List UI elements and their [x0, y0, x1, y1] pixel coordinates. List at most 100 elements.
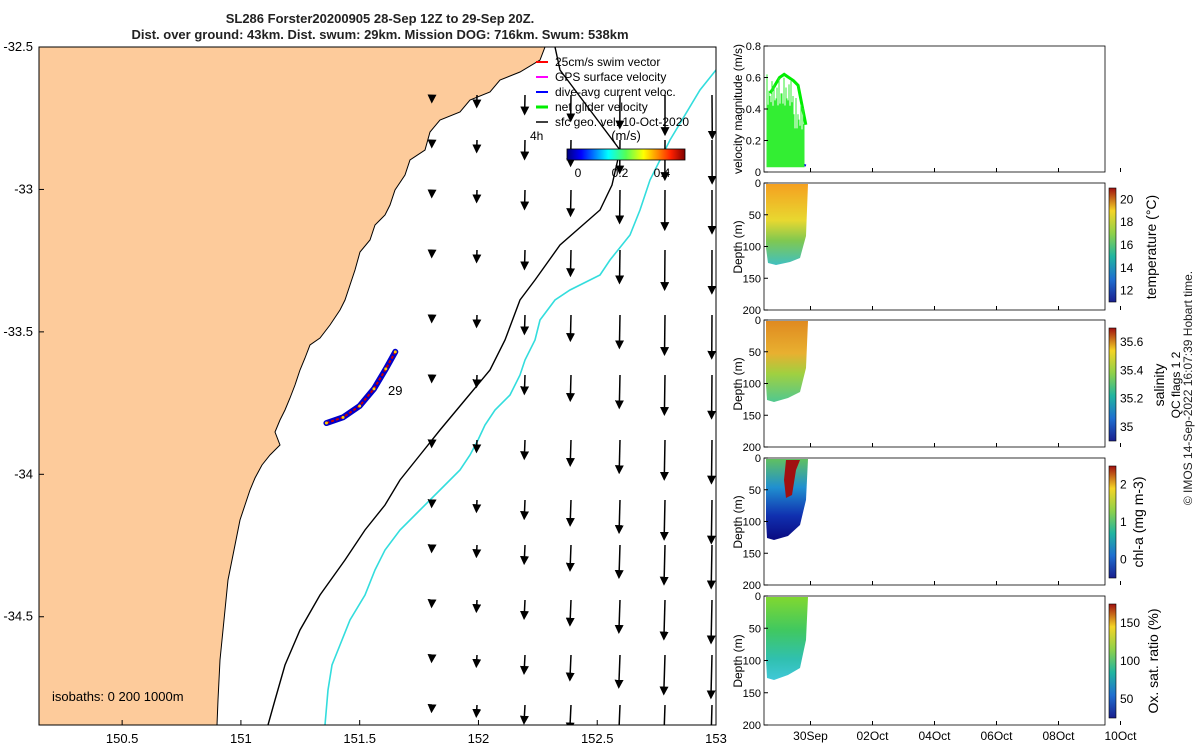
- geo-velocity-arrow: [565, 499, 575, 527]
- geo-velocity-arrow: [565, 654, 575, 682]
- geo-velocity-arrow: [614, 654, 624, 689]
- geo-velocity-arrow: [659, 599, 669, 641]
- geo-velocity-arrow: [565, 374, 575, 403]
- velocity-tick-label: 0.2: [746, 136, 761, 148]
- chla-colorbar: [1108, 465, 1117, 579]
- salinity-ticks: 0 50 100 150 200: [743, 315, 768, 454]
- legend-net: net glider velocity: [555, 100, 648, 114]
- velocity-ticks: 0 0.2 0.4 0.6 0.8: [746, 41, 768, 179]
- temperature-colorbar-ticks: 12 14 16 18 20: [1120, 192, 1134, 297]
- time-tick-label: 10Oct: [1104, 729, 1137, 743]
- track-point: [341, 415, 345, 419]
- map-ticks: -32.5 -33 -33.5 -34 -34.5 150.5 151 151.5 152 152…: [3, 39, 726, 746]
- isobath-1000m: [324, 69, 716, 725]
- oxygen-colorbar: [1108, 603, 1117, 719]
- geo-velocity-arrow: [519, 654, 529, 675]
- map-ytick-label: -34: [14, 466, 33, 481]
- map-xtick-label: 150.5: [106, 731, 139, 746]
- time-tick-label: 04Oct: [918, 729, 951, 743]
- cbar-tick-label: 20: [1120, 192, 1134, 206]
- salinity-axes: [763, 319, 1106, 448]
- geo-velocity-arrow: [520, 314, 530, 336]
- cbar-tick-label: 35.6: [1120, 335, 1144, 349]
- geo-velocity-arrow: [614, 374, 624, 410]
- geo-velocity-arrow: [663, 704, 666, 725]
- temperature-panel: 0 50 100 150 200 Depth (m) 12 14 16 18 20 temper…: [731, 178, 1159, 317]
- geo-velocity-arrow: [472, 704, 482, 719]
- oxygen-ticks: 0 50 100 150 200: [743, 591, 768, 732]
- map-ytick-label: -34.5: [3, 609, 33, 624]
- cbar-tick-label: 35.2: [1120, 392, 1144, 406]
- geo-velocity-arrow: [519, 599, 529, 621]
- velocity-tick-label: 0: [755, 167, 761, 179]
- legend-gps: GPS surface velocity: [555, 70, 666, 84]
- land-mass: [39, 47, 546, 725]
- oxygen-panel: 0 50 100 150 200 Depth (m) 50 100 150 Ox. sat.…: [731, 591, 1161, 732]
- velocity-tick-label: 0.6: [746, 73, 761, 85]
- map-xtick-label: 151.5: [343, 731, 376, 746]
- cbar-tick-label: 100: [1120, 654, 1140, 668]
- colorbar-tick-1: 0.2: [612, 166, 629, 180]
- depth-tick-label: 0: [755, 453, 761, 465]
- velocity-tick-label: 0.8: [746, 41, 761, 53]
- glider-track: [323, 348, 399, 427]
- cbar-tick-label: 14: [1120, 261, 1134, 275]
- depth-tick-label: 50: [749, 485, 761, 497]
- cbar-tick-label: 12: [1120, 284, 1134, 298]
- salinity-panel: 0 50 100 150 200 Depth (m) 35 35.2 35.4 35.6 sa…: [731, 315, 1167, 454]
- depth-tick-label: 50: [749, 210, 761, 222]
- legend-swim: 25cm/s swim vector: [555, 55, 660, 69]
- geo-velocity-arrow: [659, 654, 669, 696]
- temperature-axes: [763, 182, 1106, 311]
- depth-tick-label: 150: [743, 410, 761, 422]
- map-xtick-label: 153: [705, 731, 727, 746]
- chla-colorbar-ticks: 0 1 2: [1120, 478, 1127, 567]
- geo-velocity-arrow: [520, 544, 529, 566]
- cbar-tick-label: 150: [1120, 616, 1140, 630]
- time-tick-label: 02Oct: [856, 729, 889, 743]
- chla-high-patch: [784, 460, 800, 498]
- temperature-ylabel: Depth (m): [731, 220, 745, 273]
- track-point: [324, 421, 328, 425]
- colorbar-tick-0: 0: [575, 166, 582, 180]
- geo-velocity-arrow: [659, 374, 669, 416]
- time-series-panels: 0 0.2 0.4 0.6 0.8 velocity magnitude (m/s) 0…: [731, 41, 1183, 743]
- geo-velocity-arrow: [659, 544, 669, 586]
- track-point: [393, 350, 397, 354]
- temperature-ticks: 0 50 100 150 200: [743, 178, 768, 317]
- qc-label: QC flags 1 2: [1169, 351, 1183, 418]
- isobath-200m: [267, 47, 621, 725]
- depth-tick-label: 200: [743, 720, 761, 732]
- depth-tick-label: 200: [743, 580, 761, 592]
- cbar-tick-label: 1: [1120, 515, 1127, 529]
- cbar-tick-label: 16: [1120, 238, 1134, 252]
- geo-velocity-arrow: [707, 439, 716, 485]
- map-ytick-label: -33: [14, 181, 33, 196]
- geo-velocity-arrow: [520, 374, 530, 396]
- geo-velocity-arrow: [615, 314, 625, 350]
- velocity-traces: [766, 72, 808, 168]
- salinity-ylabel: Depth (m): [731, 357, 745, 410]
- geo-velocity-arrow: [472, 439, 482, 454]
- geo-velocity-arrow: [520, 249, 530, 271]
- chla-ylabel: Depth (m): [731, 495, 745, 548]
- geo-velocity-arrow: [472, 599, 482, 614]
- salinity-colorbar: [1108, 327, 1117, 442]
- cbar-tick-label: 0: [1120, 552, 1127, 566]
- depth-tick-label: 150: [743, 548, 761, 560]
- track-point: [358, 404, 362, 408]
- track-point: [372, 387, 376, 391]
- geo-velocity-arrow: [472, 654, 482, 669]
- geo-velocity-arrow: [706, 654, 716, 700]
- map-xtick-label: 152: [468, 731, 490, 746]
- geo-velocity-arrow: [519, 704, 529, 725]
- map-axes: -32.5 -33 -33.5 -34 -34.5 150.5 151 151.5 152 152…: [3, 39, 726, 746]
- chla-cbar-label: chl-a (mg m-3): [1130, 476, 1146, 567]
- depth-tick-label: 150: [743, 273, 761, 285]
- chla-section: [766, 459, 808, 540]
- geo-velocity-arrow: [565, 704, 575, 725]
- temperature-section: [766, 184, 808, 265]
- geo-velocity-arrow: [472, 544, 482, 559]
- geo-velocity-arrow: [706, 599, 716, 645]
- velocity-panel: 0 0.2 0.4 0.6 0.8 velocity magnitude (m/s): [731, 41, 1106, 179]
